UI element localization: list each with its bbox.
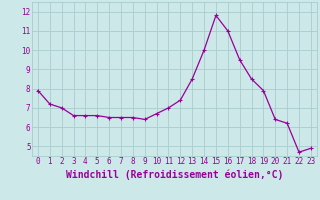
X-axis label: Windchill (Refroidissement éolien,°C): Windchill (Refroidissement éolien,°C) [66, 169, 283, 180]
